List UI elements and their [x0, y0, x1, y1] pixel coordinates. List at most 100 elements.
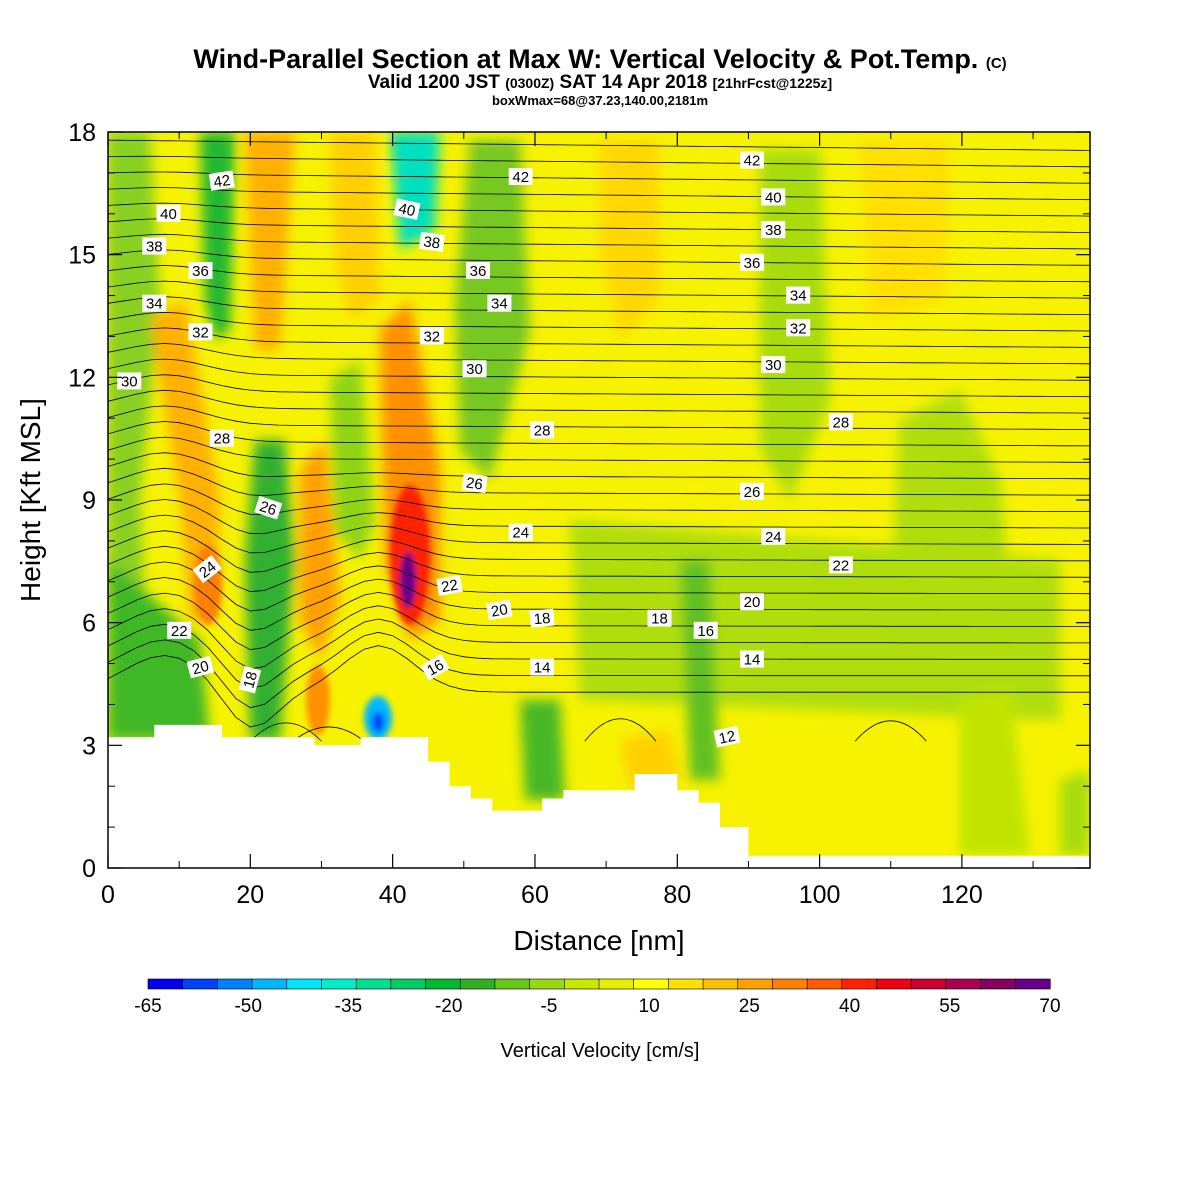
- updraft-orange-upper-right: [600, 140, 660, 340]
- x-tick-label: 100: [799, 881, 841, 909]
- contour-label-box: [117, 372, 142, 390]
- patch-green-col-700: [680, 560, 720, 780]
- updraft-lower-orange: [306, 665, 330, 735]
- contour-label-box: [786, 319, 811, 337]
- contour-label-text: 32: [423, 328, 440, 345]
- contour-label: 30: [462, 360, 487, 378]
- isentrope-line: [108, 514, 1090, 554]
- isentrope-line: [250, 722, 322, 742]
- contour-label-text: 42: [213, 172, 232, 191]
- colorbar-swatch: [286, 978, 323, 990]
- colorbar-swatch: [668, 978, 704, 990]
- contour-label: 38: [418, 231, 445, 252]
- contour-label: 16: [420, 653, 450, 681]
- contour-label: 24: [508, 523, 533, 542]
- contour-label-box: [713, 725, 741, 748]
- contour-label-text: 36: [744, 255, 761, 272]
- contour-label-box: [156, 204, 181, 222]
- isentrope-line: [108, 530, 1090, 573]
- contour-label-box: [529, 608, 555, 628]
- contour-label-text: 30: [121, 373, 138, 390]
- contour-label: 22: [167, 621, 192, 640]
- contour-label-box: [487, 294, 512, 312]
- contour-label-box: [786, 286, 811, 304]
- contour-label-box: [647, 609, 672, 627]
- contour-label-box: [209, 429, 234, 447]
- colorbar-label: -5: [540, 996, 557, 1017]
- contour-label-box: [761, 527, 786, 545]
- valid-time: Valid 1200 JST: [367, 72, 500, 93]
- contour-label-text: 18: [533, 610, 551, 628]
- contour-label-box: [740, 151, 764, 169]
- contour-label-box: [761, 356, 786, 374]
- contour-label-box: [740, 482, 764, 500]
- potential-temperature-contours: [108, 139, 1090, 742]
- isentrope-line: [108, 561, 1090, 612]
- contour-label: 26: [461, 473, 488, 494]
- chart-title-copyright: (C): [985, 55, 1007, 72]
- isentrope-line: [584, 718, 657, 742]
- patch-green-bottom-right: [960, 690, 1030, 855]
- colorbar-swatch: [182, 978, 218, 990]
- colorbar-swatch: [910, 978, 947, 990]
- contour-label-text: 24: [196, 558, 220, 582]
- contour-label-text: 14: [744, 652, 761, 669]
- contour-label: 26: [740, 482, 764, 501]
- isentrope-line: [108, 249, 1090, 266]
- colorbar-label: 40: [839, 996, 860, 1017]
- contour-label: 28: [209, 429, 234, 448]
- colorbar-swatch: [1015, 978, 1051, 990]
- contour-label-box: [419, 327, 444, 345]
- isentrope-line: [108, 645, 1090, 728]
- contour-label-box: [693, 621, 718, 639]
- colorbar-swatch: [806, 978, 843, 990]
- contour-label: 42: [508, 168, 533, 186]
- contour-label-text: 28: [534, 423, 551, 440]
- contour-label: 24: [192, 555, 222, 584]
- contour-label-text: 24: [765, 529, 782, 546]
- contour-label-text: 22: [833, 557, 850, 574]
- velocity-field: [108, 132, 1090, 868]
- contour-label-text: 38: [422, 233, 441, 252]
- isentrope-line: [108, 218, 1090, 233]
- colorbar-swatch: [737, 978, 774, 990]
- colorbar-swatch: [564, 978, 600, 990]
- contour-label-text: 36: [470, 263, 487, 280]
- isentrope-line: [108, 405, 1090, 430]
- isentrope-line: [108, 155, 1090, 168]
- contour-label-text: 28: [214, 431, 231, 448]
- colorbar-swatch: [355, 978, 392, 990]
- contour-label-box: [461, 473, 488, 494]
- y-axis-title: Height [Kft MSL]: [15, 398, 46, 602]
- x-tick-label: 40: [379, 881, 407, 909]
- contour-label: 20: [186, 655, 215, 678]
- contour-label-box: [486, 599, 513, 621]
- contour-label-box: [828, 556, 853, 574]
- x-axis-title: Distance [nm]: [513, 925, 684, 956]
- x-tick-label: 60: [521, 881, 549, 909]
- valid-date: SAT 14 Apr 2018: [559, 72, 708, 93]
- colorbar-swatch: [321, 978, 357, 990]
- isentrope-line: [108, 421, 1090, 447]
- x-tick-label: 0: [101, 881, 115, 909]
- contour-label: 20: [740, 593, 764, 611]
- colorbar-swatch: [251, 978, 288, 990]
- colorbar-swatch: [217, 978, 253, 990]
- contour-label: 30: [117, 372, 142, 390]
- isentrope-line: [108, 618, 1090, 689]
- chart-title: Wind-Parallel Section at Max W: Vertical…: [0, 44, 1200, 75]
- contour-label: 28: [828, 413, 853, 431]
- y-tick-label: 3: [82, 732, 96, 760]
- y-tick-label: 12: [68, 364, 96, 392]
- contour-label-text: 42: [744, 153, 761, 170]
- contour-label: 30: [761, 356, 786, 374]
- contour-label-box: [238, 665, 262, 694]
- isentrope-line: [108, 187, 1090, 201]
- contour-label: 16: [693, 621, 718, 640]
- isentrope-line: [108, 358, 1090, 381]
- colorbar-label: 55: [939, 996, 960, 1017]
- contour-label-text: 26: [465, 475, 484, 494]
- patch-green-lower: [108, 560, 210, 740]
